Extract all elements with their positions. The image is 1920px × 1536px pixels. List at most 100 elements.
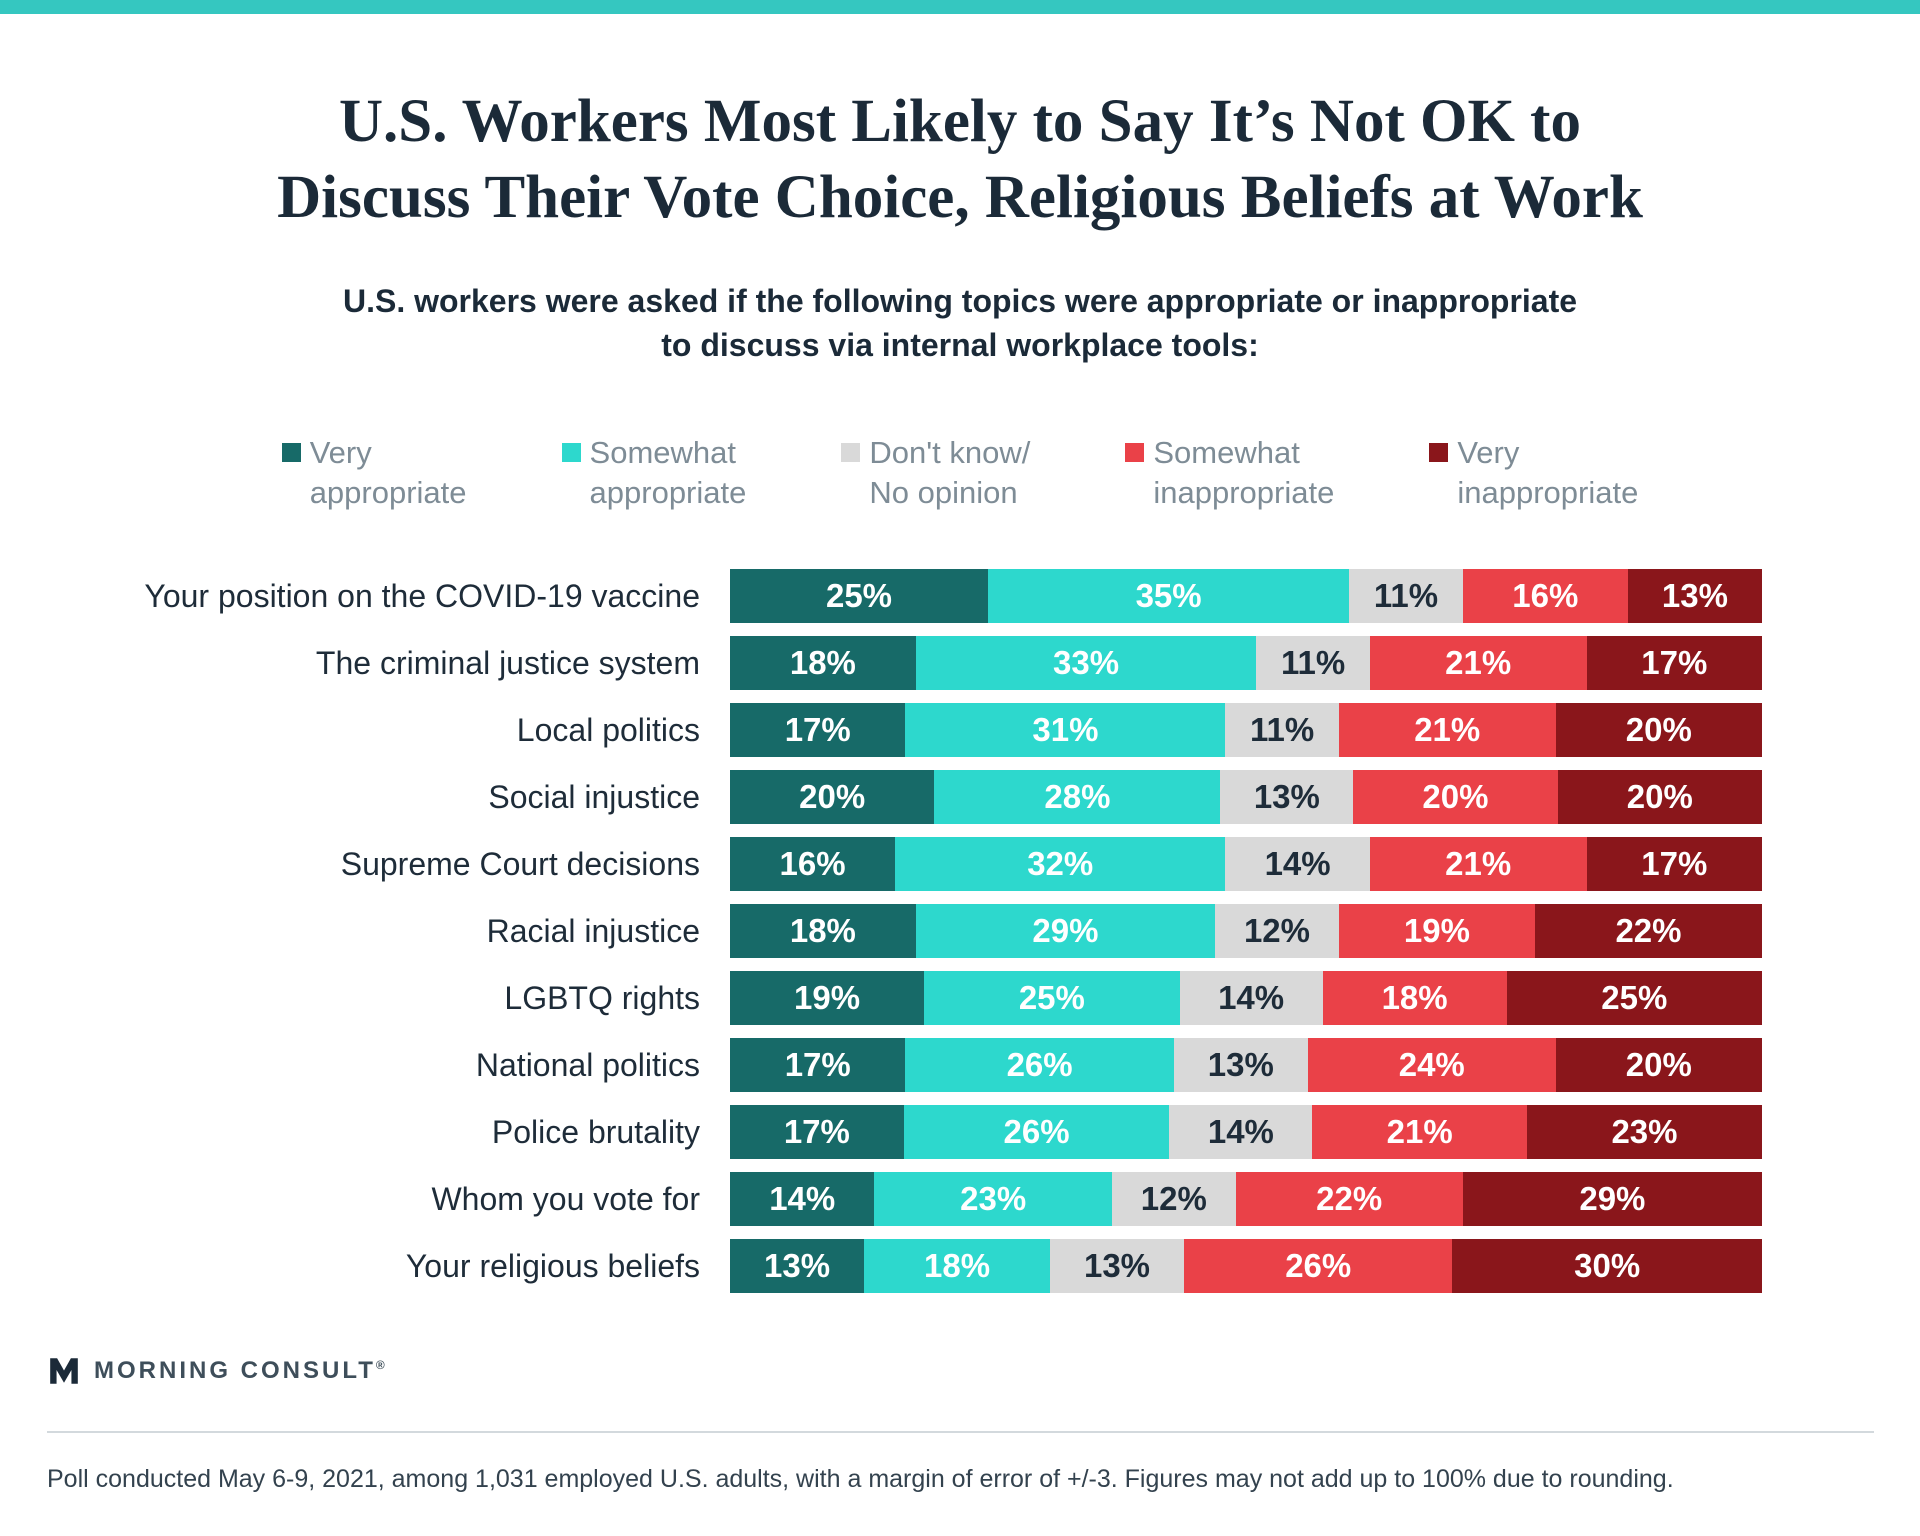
legend-label: Somewhat appropriate	[589, 434, 747, 511]
bar-segment-don-t-know-no-opinion: 14%	[1179, 971, 1323, 1026]
legend-label: Somewhat inappropriate	[1153, 434, 1335, 511]
bar-segment-somewhat-appropriate: 35%	[988, 569, 1350, 624]
legend-swatch-icon	[561, 442, 581, 462]
bar-segment-somewhat-appropriate: 25%	[924, 971, 1180, 1026]
subtitle-line-2: to discuss via internal workplace tools:	[661, 326, 1259, 363]
bar-segment-very-inappropriate: 30%	[1452, 1239, 1762, 1294]
legend-item-very-inappropriate: Very inappropriate	[1429, 433, 1638, 514]
stacked-bar: 13% 18% 13% 26% 30%	[730, 1239, 1762, 1294]
legend-swatch-icon	[1125, 442, 1145, 462]
chart-row-local-politics: Local politics 17% 31% 11% 21% 20%	[0, 703, 1762, 758]
bar-segment-somewhat-appropriate: 28%	[934, 770, 1221, 825]
stacked-bar: 17% 26% 14% 21% 23%	[730, 1105, 1762, 1160]
bar-segment-somewhat-appropriate: 18%	[864, 1239, 1050, 1294]
bar-segment-very-appropriate: 25%	[730, 569, 988, 624]
legend-swatch-icon	[281, 442, 301, 462]
chart-row-whom-you-vote-for: Whom you vote for 14% 23% 12% 22% 29%	[0, 1172, 1763, 1227]
bar-segment-very-appropriate: 18%	[730, 636, 916, 691]
legend-swatch-icon	[841, 442, 861, 462]
chart-row-police-brutality: Police brutality 17% 26% 14% 21% 23%	[0, 1105, 1762, 1160]
bar-segment-somewhat-appropriate: 23%	[874, 1172, 1112, 1227]
row-label: The criminal justice system	[315, 644, 700, 681]
stacked-bar: 20% 28% 13% 20% 20%	[730, 770, 1762, 825]
bar-segment-very-appropriate: 19%	[730, 971, 925, 1026]
bar-segment-very-inappropriate: 29%	[1462, 1172, 1763, 1227]
bar-segment-somewhat-inappropriate: 21%	[1338, 703, 1556, 758]
legend-item-don-t-know-no-opinion: Don't know/No opinion	[841, 433, 1030, 514]
row-label: Police brutality	[491, 1113, 700, 1150]
bar-segment-very-inappropriate: 20%	[1555, 1038, 1762, 1093]
brand-accent-bar	[0, 0, 1920, 14]
bar-segment-somewhat-inappropriate: 16%	[1462, 569, 1628, 624]
bar-segment-somewhat-inappropriate: 21%	[1312, 1105, 1527, 1160]
stacked-bar: 17% 31% 11% 21% 20%	[730, 703, 1762, 758]
row-label: National politics	[475, 1046, 700, 1083]
chart-subtitle: U.S. workers were asked if the following…	[0, 279, 1920, 367]
bar-segment-somewhat-inappropriate: 21%	[1369, 636, 1587, 691]
chart-row-social-injustice: Social injustice 20% 28% 13% 20% 20%	[0, 770, 1762, 825]
bar-segment-very-inappropriate: 20%	[1555, 703, 1762, 758]
row-label: LGBTQ rights	[504, 979, 700, 1016]
bar-segment-somewhat-appropriate: 26%	[905, 1038, 1174, 1093]
row-label: Local politics	[516, 711, 700, 748]
bar-segment-very-inappropriate: 22%	[1534, 904, 1763, 959]
chart-row-supreme-court-decisions: Supreme Court decisions 16% 32% 14% 21% 17%	[0, 837, 1762, 892]
bar-segment-somewhat-inappropriate: 26%	[1184, 1239, 1453, 1294]
bar-segment-don-t-know-no-opinion: 13%	[1173, 1038, 1308, 1093]
row-label: Racial injustice	[486, 912, 700, 949]
chart-row-national-politics: National politics 17% 26% 13% 24% 20%	[0, 1038, 1762, 1093]
chart-row-the-criminal-justice-system: The criminal justice system 18% 33% 11% 21% 1…	[0, 636, 1762, 691]
morning-consult-logo-icon	[47, 1355, 81, 1387]
bar-segment-somewhat-inappropriate: 20%	[1353, 770, 1558, 825]
bar-segment-don-t-know-no-opinion: 14%	[1169, 1105, 1313, 1160]
bar-segment-don-t-know-no-opinion: 13%	[1220, 770, 1354, 825]
bar-segment-don-t-know-no-opinion: 13%	[1049, 1239, 1185, 1294]
stacked-bar: 18% 33% 11% 21% 17%	[730, 636, 1762, 691]
bar-segment-don-t-know-no-opinion: 11%	[1256, 636, 1370, 691]
stacked-bar: 19% 25% 14% 18% 25%	[730, 971, 1763, 1026]
legend-item-somewhat-inappropriate: Somewhat inappropriate	[1125, 433, 1334, 514]
stacked-bar: 16% 32% 14% 21% 17%	[730, 837, 1762, 892]
bar-segment-somewhat-appropriate: 33%	[915, 636, 1257, 691]
chart-row-your-position-on-the-covid-19-vaccine: Your position on the COVID-19 vaccine 25%…	[0, 569, 1762, 624]
row-label: Supreme Court decisions	[340, 845, 700, 882]
stacked-bar-chart: Your position on the COVID-19 vaccine 25%…	[0, 569, 1763, 1294]
stacked-bar: 18% 29% 12% 19% 22%	[730, 904, 1763, 959]
bar-segment-very-appropriate: 18%	[730, 904, 916, 959]
bar-segment-very-inappropriate: 17%	[1586, 837, 1762, 892]
bar-segment-very-inappropriate: 20%	[1557, 770, 1762, 825]
bar-segment-don-t-know-no-opinion: 12%	[1215, 904, 1339, 959]
legend-label: Very appropriate	[309, 434, 467, 511]
bar-segment-very-appropriate: 16%	[730, 837, 896, 892]
bar-segment-don-t-know-no-opinion: 11%	[1225, 703, 1339, 758]
legend-item-very-appropriate: Very appropriate	[281, 433, 467, 514]
bar-segment-somewhat-inappropriate: 18%	[1322, 971, 1507, 1026]
brand-name: MORNING CONSULT®	[94, 1357, 385, 1385]
bar-segment-don-t-know-no-opinion: 12%	[1111, 1172, 1236, 1227]
legend-swatch-icon	[1429, 442, 1449, 462]
bar-segment-very-appropriate: 14%	[730, 1172, 875, 1227]
bar-segment-somewhat-appropriate: 32%	[895, 837, 1226, 892]
stacked-bar: 25% 35% 11% 16% 13%	[730, 569, 1762, 624]
stacked-bar: 14% 23% 12% 22% 29%	[730, 1172, 1763, 1227]
stacked-bar: 17% 26% 13% 24% 20%	[730, 1038, 1762, 1093]
chart-row-lgbtq-rights: LGBTQ rights 19% 25% 14% 18% 25%	[0, 971, 1763, 1026]
bar-segment-don-t-know-no-opinion: 14%	[1225, 837, 1370, 892]
page-title: U.S. Workers Most Likely to Say It’s Not…	[0, 84, 1920, 237]
bar-segment-very-inappropriate: 17%	[1586, 636, 1762, 691]
bar-segment-very-appropriate: 17%	[730, 703, 906, 758]
bar-segment-somewhat-appropriate: 31%	[905, 703, 1226, 758]
legend-label: Very inappropriate	[1457, 434, 1639, 511]
bar-segment-somewhat-inappropriate: 19%	[1338, 904, 1535, 959]
bar-segment-very-appropriate: 17%	[730, 1105, 904, 1160]
chart-row-racial-injustice: Racial injustice 18% 29% 12% 19% 22%	[0, 904, 1763, 959]
chart-row-your-religious-beliefs: Your religious beliefs 13% 18% 13% 26% 30%	[0, 1239, 1762, 1294]
subtitle-line-1: U.S. workers were asked if the following…	[342, 282, 1578, 319]
row-label: Whom you vote for	[431, 1180, 700, 1217]
bar-segment-somewhat-appropriate: 29%	[915, 904, 1216, 959]
bar-segment-very-inappropriate: 23%	[1526, 1105, 1762, 1160]
bar-segment-very-appropriate: 13%	[730, 1239, 865, 1294]
row-label: Your religious beliefs	[405, 1247, 700, 1284]
registered-mark: ®	[375, 1358, 385, 1373]
title-line-2: Discuss Their Vote Choice, Religious Bel…	[277, 164, 1643, 232]
